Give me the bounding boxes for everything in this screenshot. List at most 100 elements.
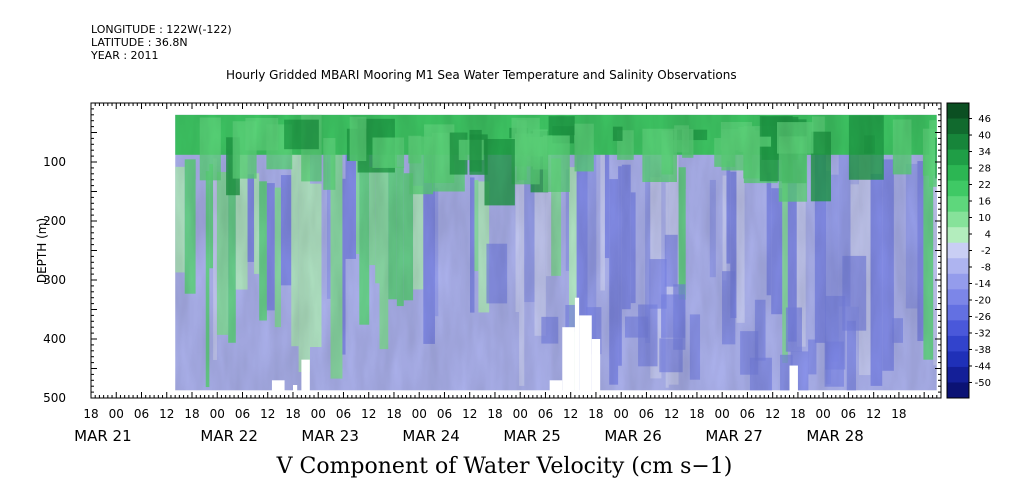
colorbar-label: 22 — [978, 180, 991, 191]
x-hour-label: 18 — [487, 407, 502, 421]
x-date-label: MAR 26 — [604, 427, 661, 445]
heatmap-field — [175, 114, 937, 391]
colorbar-label: 34 — [978, 147, 991, 158]
colorbar-label: 4 — [985, 230, 991, 241]
x-hour-label: 06 — [639, 407, 654, 421]
colorbar-swatch — [947, 196, 969, 213]
colorbar-label: -38 — [975, 345, 991, 356]
x-hour-label: 00 — [109, 407, 124, 421]
missing-data-gaps — [271, 297, 798, 392]
x-hour-label: 18 — [184, 407, 199, 421]
x-hour-label: 00 — [412, 407, 427, 421]
latitude-label: LATITUDE : 36.8N — [91, 36, 188, 49]
colorbar-label: -14 — [975, 279, 991, 290]
x-hour-label: 00 — [513, 407, 528, 421]
colorbar-swatch — [947, 351, 969, 368]
x-hour-label: 12 — [361, 407, 376, 421]
field-streak-99 — [936, 194, 937, 362]
colorbar-swatch — [947, 289, 969, 306]
colorbar-label: 16 — [978, 197, 991, 208]
colorbar-swatch — [947, 366, 969, 383]
axes: 18 00 06 12 18 00 06 12 18 00 06 12 18 00 06 12 18 00 06 12… — [35, 102, 942, 445]
colorbar-swatch — [947, 134, 969, 151]
x-hour-label: 12 — [159, 407, 174, 421]
colorbar-label: -50 — [975, 378, 991, 389]
x-hour-label: 06 — [437, 407, 452, 421]
colorbar-label: -32 — [975, 328, 991, 339]
field-texture — [175, 114, 937, 391]
x-date-label: MAR 23 — [301, 427, 358, 445]
y-tick-label: 300 — [43, 273, 66, 287]
gap-2 — [301, 359, 310, 392]
x-hour-label: 18 — [689, 407, 704, 421]
colorbar-swatch — [947, 211, 969, 228]
gap-1 — [292, 385, 298, 392]
colorbar-swatch — [947, 118, 969, 135]
x-hour-label: 06 — [235, 407, 250, 421]
x-hour-label: 18 — [285, 407, 300, 421]
x-date-label: MAR 25 — [503, 427, 560, 445]
colorbar-swatch — [947, 149, 969, 166]
colorbar-swatch — [947, 103, 969, 120]
x-hour-label: 00 — [614, 407, 629, 421]
x-hour-label: 06 — [538, 407, 553, 421]
colorbar: 46 40 34 28 22 16 10 4 -2 -8 -14 -20 -26 -32 -38 -44 -50 — [946, 102, 991, 399]
year-label: YEAR : 2011 — [91, 49, 159, 62]
gap-7 — [591, 339, 601, 392]
x-date-label: MAR 24 — [402, 427, 459, 445]
colorbar-label: 40 — [978, 131, 991, 142]
colorbar-label: -8 — [981, 262, 991, 273]
x-hour-label: 00 — [715, 407, 730, 421]
x-hour-label: 12 — [563, 407, 578, 421]
x-hour-label: 00 — [210, 407, 225, 421]
y-tick-label: 400 — [43, 332, 66, 346]
colorbar-label: -20 — [975, 295, 991, 306]
y-tick-label: 500 — [43, 391, 66, 405]
x-hour-label: 12 — [462, 407, 477, 421]
longitude-label: LONGITUDE : 122W(-122) — [91, 23, 232, 36]
colorbar-swatch — [947, 180, 969, 197]
colorbar-label: 28 — [978, 164, 991, 175]
x-date-label: MAR 22 — [200, 427, 257, 445]
x-hour-label: 18 — [588, 407, 603, 421]
colorbar-swatch — [947, 227, 969, 244]
colorbar-label: 46 — [978, 114, 991, 125]
colorbar-swatch — [947, 242, 969, 259]
y-axis-label: DEPTH (m) — [35, 218, 49, 283]
gap-6 — [579, 315, 592, 392]
chart-title: Hourly Gridded MBARI Mooring M1 Sea Wate… — [226, 68, 737, 82]
colorbar-swatch — [947, 382, 969, 399]
gap-0 — [271, 380, 285, 392]
colorbar-swatch — [947, 304, 969, 321]
colorbar-swatch — [947, 335, 969, 352]
x-hour-label: 00 — [311, 407, 326, 421]
x-hour-label: 06 — [134, 407, 149, 421]
x-hour-label: 12 — [866, 407, 881, 421]
x-hour-label: 18 — [790, 407, 805, 421]
gap-3 — [549, 380, 563, 392]
colorbar-swatch — [947, 273, 969, 290]
x-hour-label: 18 — [386, 407, 401, 421]
gap-5 — [574, 297, 580, 392]
x-hour-label: 12 — [765, 407, 780, 421]
x-hour-label: 06 — [740, 407, 755, 421]
x-date-label: MAR 27 — [705, 427, 762, 445]
gap-8 — [789, 365, 798, 392]
colorbar-label: -44 — [975, 361, 991, 372]
x-axis-label: V Component of Water Velocity (cm s−1) — [276, 454, 733, 479]
x-date-label: MAR 28 — [806, 427, 863, 445]
x-hour-label: 00 — [816, 407, 831, 421]
colorbar-label: -26 — [975, 312, 991, 323]
colorbar-swatch — [947, 320, 969, 337]
x-hour-label: 12 — [664, 407, 679, 421]
x-hour-label: 06 — [841, 407, 856, 421]
colorbar-swatch — [947, 258, 969, 275]
y-tick-label: 200 — [43, 214, 66, 228]
gap-4 — [562, 327, 575, 392]
x-date-label: MAR 21 — [74, 427, 131, 445]
colorbar-swatch — [947, 165, 969, 182]
x-hour-label: 06 — [336, 407, 351, 421]
x-hour-label: 18 — [891, 407, 906, 421]
